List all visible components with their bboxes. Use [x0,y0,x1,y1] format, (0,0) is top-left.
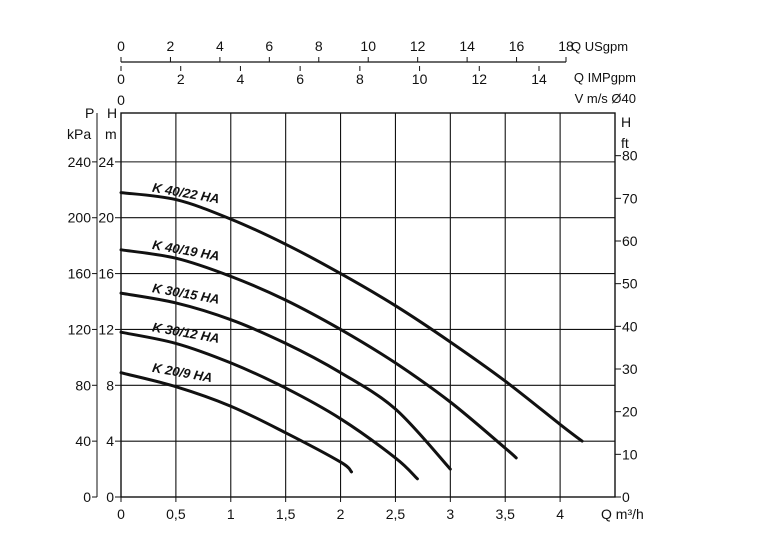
usgpm-tick-label: 2 [167,38,175,54]
plot-frame [120,112,616,498]
impgpm-tick-label: 0 [117,71,125,87]
series-curve [119,330,419,481]
x-tick-label: 1 [227,506,235,522]
x-axis-title: Q m³/h [601,506,644,522]
head-ft-tick-label: 60 [622,233,638,249]
head-m-tick-label: 4 [106,433,114,449]
pressure-tick-label: 120 [68,321,92,337]
x-tick-label: 3 [446,506,454,522]
axes: 0 0,5 1 1,5 2 2,5 3 3,5 4 Q m³/h04812162024Hm0408… [67,105,644,522]
impgpm-tick-label: 14 [531,71,547,87]
impgpm-tick-label: 8 [356,71,364,87]
pressure-axis-title: P [85,105,94,121]
grid [121,113,615,497]
velocity-axis-title: V m/s Ø40 [575,91,636,106]
head-m-tick-label: 16 [98,266,114,282]
x-tick-label: 2,5 [386,506,406,522]
usgpm-axis-title: Q USgpm [571,39,628,54]
head-m-tick-label: 24 [98,154,114,170]
head-ft-tick-label: 50 [622,276,638,292]
series-curve [119,248,518,460]
pump-curves [119,191,584,481]
head-m-tick-label: 20 [98,210,114,226]
series-label: K 30/12 HA [151,319,220,346]
usgpm-tick-label: 6 [265,38,273,54]
head-ft-tick-label: 80 [622,148,638,164]
x-tick-label: 0,5 [166,506,186,522]
head-m-tick-label: 8 [106,377,114,393]
series-curve [119,371,353,474]
impgpm-axis-title: Q IMPgpm [574,70,636,85]
head-ft-axis-title: H [621,114,631,130]
pressure-tick-label: 80 [75,377,91,393]
x-tick-label: 4 [556,506,564,522]
x-tick-label: 1,5 [276,506,296,522]
usgpm-tick-label: 8 [315,38,323,54]
pressure-tick-label: 240 [68,154,92,170]
impgpm-tick-label: 12 [471,71,487,87]
series-curve [119,291,452,471]
usgpm-tick-label: 10 [360,38,376,54]
impgpm-tick-label: 10 [412,71,428,87]
head-ft-tick-label: 0 [622,489,630,505]
usgpm-tick-label: 12 [410,38,426,54]
velocity-tick-label: 0 [117,92,125,108]
pressure-tick-label: 40 [75,433,91,449]
impgpm-tick-label: 4 [237,71,245,87]
pressure-axis-unit: kPa [67,126,91,142]
usgpm-tick-label: 14 [459,38,475,54]
x-tick-label: 2 [337,506,345,522]
impgpm-tick-label: 2 [177,71,185,87]
usgpm-tick-label: 4 [216,38,224,54]
head-m-axis-title: H [107,105,117,121]
pressure-tick-label: 200 [68,210,92,226]
impgpm-tick-label: 6 [296,71,304,87]
x-tick-label: 0 [117,506,125,522]
usgpm-tick-label: 16 [509,38,525,54]
usgpm-tick-label: 0 [117,38,125,54]
pressure-tick-label: 0 [83,489,91,505]
series-label: K 30/15 HA [151,280,220,307]
head-ft-axis-unit: ft [621,135,629,151]
pressure-tick-label: 160 [68,266,92,282]
head-ft-tick-label: 40 [622,318,638,334]
top-axes: 0 2 4 6 8 10 12 14 16 18Q USgpm 0 2 4 6 8 10 12 14 Q IMPgp… [117,38,636,108]
usgpm-tick-label: 18 [558,38,574,54]
head-m-axis-unit: m [105,126,117,142]
head-ft-tick-label: 30 [622,361,638,377]
head-ft-tick-label: 70 [622,190,638,206]
series-curve [119,191,584,443]
head-ft-tick-label: 20 [622,404,638,420]
head-ft-tick-label: 10 [622,446,638,462]
head-m-tick-label: 0 [106,489,114,505]
head-m-tick-label: 12 [98,321,114,337]
x-tick-label: 3,5 [495,506,515,522]
